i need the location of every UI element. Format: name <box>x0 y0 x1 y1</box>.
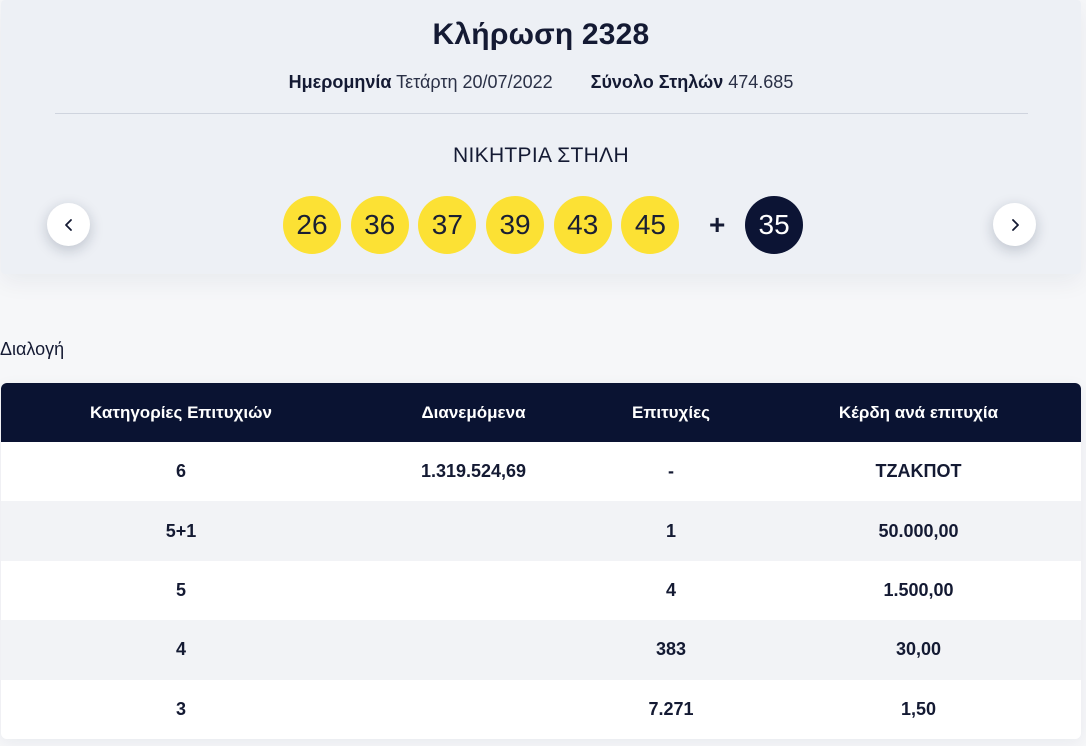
cell-category: 6 <box>175 461 186 482</box>
cell-prize: 30,00 <box>895 639 942 660</box>
columns-label: Σύνολο Στηλών <box>590 72 724 92</box>
section-label: Διαλογή <box>0 339 65 359</box>
number-ball: 45 <box>621 195 680 254</box>
header-distributed: Διανεμόμενα <box>421 402 526 422</box>
table-row: 5+1 1 50.000,00 <box>1 501 1081 561</box>
number-ball: 26 <box>283 195 341 254</box>
cell-winners: 1 <box>665 520 676 541</box>
cell-prize: 1,50 <box>900 698 937 719</box>
cell-category: 3 <box>175 698 186 719</box>
cell-prize: 50.000,00 <box>878 520 959 541</box>
columns-value: 474.685 <box>728 72 794 92</box>
date-label: Ημερομηνία <box>288 72 392 92</box>
header-categories: Κατηγορίες Επιτυχιών <box>90 402 272 422</box>
date-value: Τετάρτη 20/07/2022 <box>396 72 553 92</box>
chevron-right-icon <box>1011 218 1019 231</box>
prize-table: Κατηγορίες Επιτυχιών Διανεμόμενα Επιτυχί… <box>1 383 1081 739</box>
winning-column-label: ΝΙΚΗΤΡΙΑ ΣΤΗΛΗ <box>453 144 629 167</box>
table-row: 6 1.319.524,69 - ΤΖΑΚΠΟΤ <box>1 442 1081 502</box>
number-ball: 37 <box>418 195 477 254</box>
next-draw-button[interactable] <box>993 203 1036 246</box>
cell-category: 5 <box>175 579 186 600</box>
draw-card: Κλήρωση 2328 Ημερομηνία Τετάρτη 20/07/20… <box>1 0 1081 274</box>
cell-winners: 7.271 <box>648 698 694 719</box>
cell-category: 5+1 <box>165 520 197 541</box>
previous-draw-button[interactable] <box>47 203 90 246</box>
cell-winners: 4 <box>665 579 676 600</box>
number-ball: 39 <box>486 195 545 254</box>
cell-winners: 383 <box>655 639 687 660</box>
draw-meta: Ημερομηνία Τετάρτη 20/07/2022 Σύνολο Στη… <box>1 72 1081 93</box>
number-ball: 43 <box>553 195 612 254</box>
header-prize-per-winner: Κέρδη ανά επιτυχία <box>838 402 999 422</box>
winning-numbers: 26 36 37 39 43 45 + 35 <box>283 195 804 254</box>
draw-title: Κλήρωση 2328 <box>432 18 650 51</box>
cell-prize: 1.500,00 <box>883 579 954 600</box>
bonus-ball: 35 <box>745 195 804 254</box>
table-row: 4 383 30,00 <box>1 620 1081 680</box>
cell-distributed: 1.319.524,69 <box>420 461 527 482</box>
cell-category: 4 <box>175 639 186 660</box>
table-row: 5 4 1.500,00 <box>1 560 1081 621</box>
plus-sign: + <box>708 208 726 240</box>
cell-winners: - <box>668 461 674 482</box>
divider <box>55 113 1028 114</box>
table-header: Κατηγορίες Επιτυχιών Διανεμόμενα Επιτυχί… <box>1 383 1081 442</box>
table-row: 3 7.271 1,50 <box>1 679 1081 739</box>
cell-prize: ΤΖΑΚΠΟΤ <box>875 461 962 482</box>
chevron-left-icon <box>64 218 72 231</box>
header-winners: Επιτυχίες <box>632 402 710 422</box>
number-ball: 36 <box>350 195 409 254</box>
